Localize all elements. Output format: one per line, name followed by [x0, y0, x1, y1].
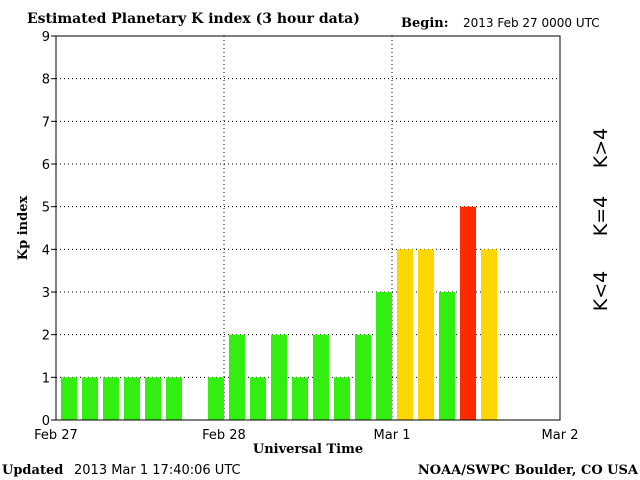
- kp-bar: [250, 377, 266, 420]
- y-tick-label: 4: [42, 243, 50, 258]
- kp-bar: [145, 377, 161, 420]
- kp-bar: [292, 377, 308, 420]
- kp-bar: [355, 334, 371, 420]
- y-axis-label: Kp index: [16, 196, 31, 261]
- kp-bar: [481, 249, 497, 420]
- plot-frame: [55, 35, 561, 421]
- y-tick-label: 9: [42, 30, 50, 45]
- y-tick-label: 8: [42, 73, 50, 88]
- y-tick-label: 1: [42, 371, 50, 386]
- begin-value: 2013 Feb 27 0000 UTC: [463, 16, 600, 30]
- kp-bar: [439, 292, 455, 420]
- begin-label: Begin:: [401, 16, 449, 31]
- kp-bar: [271, 334, 287, 420]
- updated-label: Updated: [2, 463, 63, 478]
- y-tick-label: 0: [42, 414, 50, 429]
- source-credit: NOAA/SWPC Boulder, CO USA: [418, 463, 639, 478]
- legend-low: K<4: [590, 271, 612, 311]
- kp-bar: [124, 377, 140, 420]
- kp-bar: [82, 377, 98, 420]
- x-tick-label: Mar 1: [374, 428, 411, 443]
- y-tick-label: 6: [42, 158, 50, 173]
- kp-bar: [208, 377, 224, 420]
- kp-bar: [418, 249, 434, 420]
- legend-equal: K=4: [590, 196, 612, 236]
- kp-bar: [460, 206, 476, 420]
- y-tick-label: 7: [42, 115, 50, 130]
- kp-bar: [103, 377, 119, 420]
- x-tick-label: Feb 27: [34, 428, 78, 443]
- kp-bar: [229, 334, 245, 420]
- kp-bar: [61, 377, 77, 420]
- y-tick-label: 3: [42, 286, 50, 301]
- kp-bar: [166, 377, 182, 420]
- x-tick-label: Feb 28: [202, 428, 246, 443]
- bars: [61, 206, 497, 420]
- x-axis-label: Universal Time: [253, 442, 363, 457]
- kp-bar: [334, 377, 350, 420]
- x-tick-label: Mar 2: [542, 428, 579, 443]
- kp-bar: [397, 249, 413, 420]
- y-tick-label: 2: [42, 329, 50, 344]
- legend-high: K>4: [590, 128, 612, 168]
- y-tick-label: 5: [42, 201, 50, 216]
- y-ticks: 0 1 2 3 4 5 6 7 8 9: [42, 30, 56, 429]
- chart-title: Estimated Planetary K index (3 hour data…: [27, 11, 360, 27]
- kp-bar: [376, 292, 392, 420]
- updated-value: 2013 Mar 1 17:40:06 UTC: [74, 463, 241, 478]
- x-ticks: Feb 27 Feb 28 Mar 1 Mar 2: [34, 428, 578, 443]
- kp-bar: [313, 334, 329, 420]
